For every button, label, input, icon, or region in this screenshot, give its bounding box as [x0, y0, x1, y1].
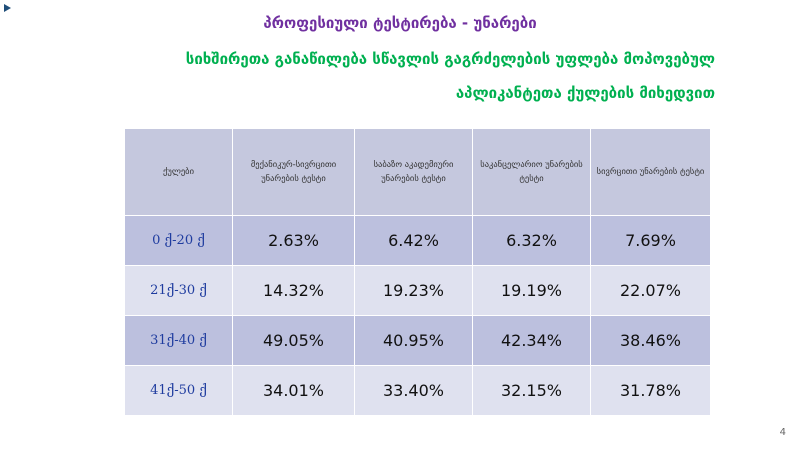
table-cell: 32.15%: [472, 365, 591, 416]
slide-title: პროფესიული ტესტირება - უნარები: [263, 14, 537, 32]
slide-corner-arrow: [4, 4, 11, 12]
table-cell: 49.05%: [232, 315, 355, 366]
header-clerical: საკანცელარიო უნარების ტესტი: [472, 128, 591, 216]
row-label: 31ქ-40 ქ: [124, 315, 233, 366]
table-header-row: ქულები მექანიკურ-სივრცითი უნარების ტესტი…: [124, 128, 711, 216]
table-cell: 6.32%: [472, 215, 591, 266]
table-row: 0 ქ-20 ქ 2.63% 6.42% 6.32% 7.69%: [124, 215, 711, 266]
row-label: 41ქ-50 ქ: [124, 365, 233, 416]
slide-subtitle-line1: სიხშირეთა განაწილება სწავლის გაგრძელების…: [185, 50, 715, 68]
table-cell: 33.40%: [354, 365, 473, 416]
table-row: 41ქ-50 ქ 34.01% 33.40% 32.15% 31.78%: [124, 365, 711, 416]
table-row: 31ქ-40 ქ 49.05% 40.95% 42.34% 38.46%: [124, 315, 711, 366]
table-cell: 40.95%: [354, 315, 473, 366]
header-spatial: სივრცითი უნარების ტესტი: [590, 128, 711, 216]
table-cell: 19.19%: [472, 265, 591, 316]
table-cell: 34.01%: [232, 365, 355, 416]
table-cell: 2.63%: [232, 215, 355, 266]
page-number: 4: [779, 427, 786, 438]
slide-subtitle-line2: აპლიკანტეთა ქულების მიხედვით: [455, 84, 715, 102]
table-cell: 6.42%: [354, 215, 473, 266]
table-cell: 14.32%: [232, 265, 355, 316]
header-scores: ქულები: [124, 128, 233, 216]
table-cell: 7.69%: [590, 215, 711, 266]
table-cell: 38.46%: [590, 315, 711, 366]
table-row: 21ქ-30 ქ 14.32% 19.23% 19.19% 22.07%: [124, 265, 711, 316]
row-label: 21ქ-30 ქ: [124, 265, 233, 316]
row-label: 0 ქ-20 ქ: [124, 215, 233, 266]
header-basic-academic: საბაზო აკადემიური უნარების ტესტი: [354, 128, 473, 216]
table-cell: 31.78%: [590, 365, 711, 416]
table-cell: 22.07%: [590, 265, 711, 316]
frequency-table: ქულები მექანიკურ-სივრცითი უნარების ტესტი…: [124, 128, 711, 416]
table-cell: 42.34%: [472, 315, 591, 366]
table-cell: 19.23%: [354, 265, 473, 316]
header-mechanical-spatial: მექანიკურ-სივრცითი უნარების ტესტი: [232, 128, 355, 216]
